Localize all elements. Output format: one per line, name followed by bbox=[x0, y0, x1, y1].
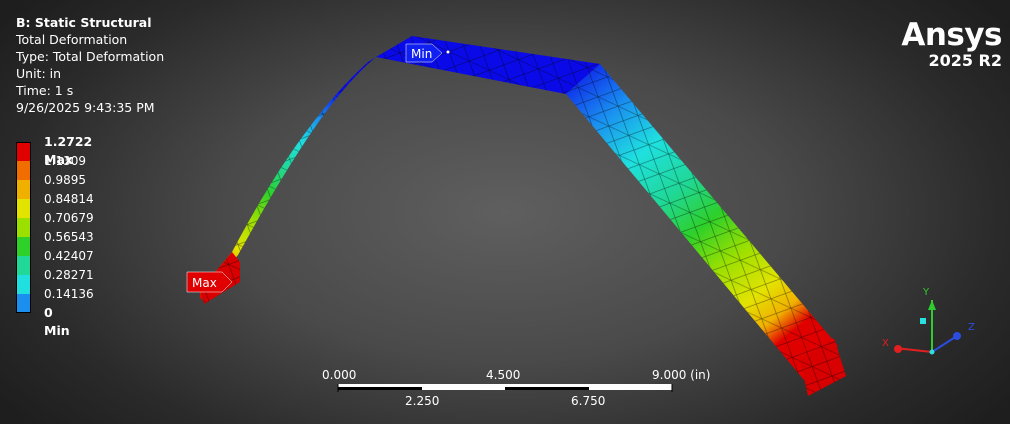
min-probe[interactable]: Min bbox=[405, 43, 450, 63]
scale-label-2250: 2.250 bbox=[405, 394, 439, 408]
ansys-version: 2025 R2 bbox=[928, 51, 1002, 70]
ansys-brand: Ansys 2025 R2 bbox=[901, 18, 1002, 70]
legend-swatch bbox=[16, 275, 31, 294]
legend-value: 0.14136 bbox=[44, 287, 94, 301]
scale-label-9000: 9.000 (in) bbox=[652, 368, 710, 382]
ansys-logo: Ansys bbox=[901, 17, 1002, 53]
result-info: B: Static Structural Total Deformation T… bbox=[16, 14, 164, 116]
legend-value: 0.84814 bbox=[44, 192, 94, 206]
result-unit: Unit: in bbox=[16, 66, 62, 81]
result-timestamp: 9/26/2025 9:43:35 PM bbox=[16, 100, 155, 115]
result-name: Total Deformation bbox=[16, 32, 128, 47]
result-time: Time: 1 s bbox=[16, 83, 74, 98]
legend-swatch bbox=[16, 180, 31, 199]
legend-swatch bbox=[16, 256, 31, 275]
result-type: Type: Total Deformation bbox=[16, 49, 165, 64]
min-probe-label: Min bbox=[411, 47, 432, 61]
legend-value: 0.42407 bbox=[44, 249, 94, 263]
max-probe-label: Max bbox=[192, 276, 217, 290]
legend-value: 1.2722 Max bbox=[44, 134, 93, 167]
triad-y-label: Y bbox=[922, 287, 930, 298]
legend-swatch bbox=[16, 142, 31, 161]
legend-color-bar bbox=[16, 142, 31, 313]
scale-label-0: 0.000 bbox=[322, 368, 356, 382]
legend-swatch bbox=[16, 218, 31, 237]
triad-x-label: X bbox=[882, 338, 889, 349]
legend-value: 0.9895 bbox=[44, 173, 86, 187]
legend-value: 0.56543 bbox=[44, 230, 94, 244]
legend-swatch bbox=[16, 294, 31, 313]
axis-triad[interactable]: Y X Z bbox=[882, 287, 975, 355]
analysis-title: B: Static Structural bbox=[16, 15, 152, 30]
legend-value: 0.70679 bbox=[44, 211, 94, 225]
legend-value: 1.1309 bbox=[44, 154, 86, 168]
legend-swatch bbox=[16, 161, 31, 180]
legend-value: 0.28271 bbox=[44, 268, 94, 282]
max-probe[interactable]: Max bbox=[186, 271, 233, 293]
deformed-model[interactable] bbox=[200, 36, 846, 396]
scale-label-6750: 6.750 bbox=[571, 394, 605, 408]
scale-bar: 0.000 4.500 9.000 (in) 2.250 6.750 bbox=[322, 368, 710, 408]
legend-swatch bbox=[16, 199, 31, 218]
legend-swatch bbox=[16, 237, 31, 256]
triad-z-label: Z bbox=[968, 322, 975, 333]
scale-label-4500: 4.500 bbox=[486, 368, 520, 382]
legend-value: 0 Min bbox=[44, 305, 70, 338]
